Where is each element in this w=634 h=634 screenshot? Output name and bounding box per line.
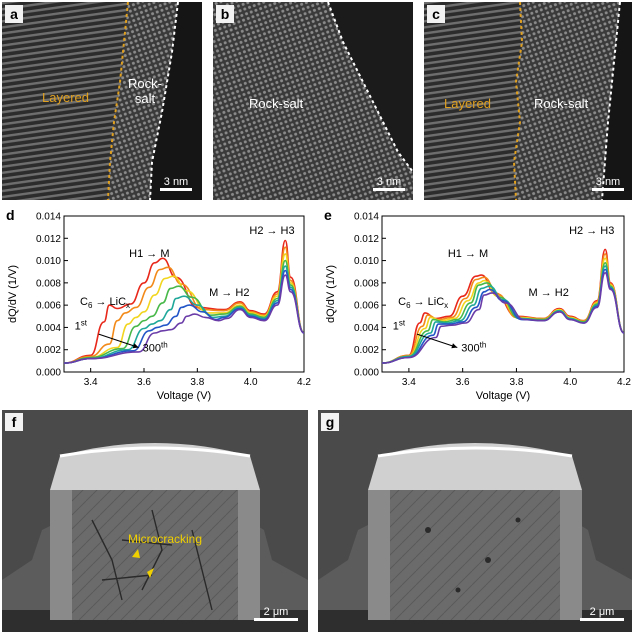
scale-bar: 2 μm [254,606,298,621]
x-tick-label: 3.6 [137,377,151,388]
annotation-m-h2: M → H2 [529,287,569,299]
series-line-1 [63,246,305,364]
rocksalt-boundary [149,2,179,200]
y-tick-label: 0.000 [354,368,379,379]
series-line-2 [63,253,305,364]
region-label-rocksalt: Rock-salt [534,96,589,111]
x-tick-label: 3.4 [402,377,416,388]
y-tick-label: 0.004 [36,323,61,334]
annotation-c6-licx: C6 → LiCx [398,296,448,310]
scale-bar: 3 nm [160,176,192,191]
y-tick-label: 0.010 [354,256,379,267]
annotation-c6-licx: C6 → LiCx [80,296,130,310]
scale-bar: 3 nm [373,176,405,191]
series-line-3 [381,261,625,364]
y-tick-label: 0.012 [354,234,379,245]
x-tick-label: 3.8 [190,377,204,388]
y-tick-label: 0.008 [36,278,61,289]
annotation-last-cycle: 300th [143,340,168,354]
y-axis-label: dQ/dV (1/V) [325,265,337,323]
panel-label-b: b [216,5,234,23]
y-tick-label: 0.014 [354,212,379,223]
annotation-first-cycle: 1st [75,319,88,333]
panel-label-e: e [324,207,332,223]
scale-bar: 3 nm [592,176,624,191]
scale-bar: 2 μm [580,606,624,621]
region-label-layered: Layered [444,96,491,111]
annotation-h1-m: H1 → M [448,248,488,260]
series-group [381,248,625,364]
microcracking-label: Microcracking [128,532,203,546]
series-line-6 [381,271,625,364]
x-tick-label: 4.2 [617,377,631,388]
y-tick-label: 0.000 [36,368,61,379]
annotation-first-cycle: 1st [393,319,406,333]
y-tick-label: 0.002 [354,345,379,356]
region-label-rocksalt: Rock-salt [249,96,304,111]
plot-frame [381,215,625,373]
dqdv-chart-e: e 0.000 0.002 0.004 0.006 0.008 0.010 0.012 0.01… [324,207,631,402]
panel-label-c: c [427,5,445,23]
cycle-arrow-head [451,343,458,349]
series-group [63,239,305,364]
cycle-arrow-head [132,343,139,349]
panel-label-g: g [321,413,339,431]
y-tick-label: 0.006 [354,301,379,312]
region-label-layered: Layered [42,90,89,105]
series-line-4 [381,265,625,364]
x-tick-label: 3.8 [509,377,523,388]
x-axis-label: Voltage (V) [157,390,211,402]
annotation-h1-m: H1 → M [129,248,169,260]
annotation-h2-h3: H2 → H3 [569,225,614,237]
panel-label-f: f [5,413,23,431]
y-tick-label: 0.012 [36,234,61,245]
series-line-6 [63,274,305,364]
series-line-5 [63,269,305,364]
annotation-h2-h3: H2 → H3 [249,225,294,237]
x-tick-label: 3.4 [84,377,98,388]
tem-image-b: b Rock-salt 3 nm [213,2,413,200]
series-line-3 [63,259,305,364]
sem-image-f: f Microcracking 2 μm [2,410,308,632]
x-tick-label: 4.0 [244,377,258,388]
sem-image-g: g 2 μm [318,410,632,632]
x-tick-label: 4.0 [563,377,577,388]
plot-frame [63,215,305,373]
rocksalt-boundary [327,2,413,173]
cycle-arrow [98,333,139,348]
tem-image-c: c Layered Rock-salt 3 nm [424,2,632,200]
x-tick-label: 3.6 [456,377,470,388]
x-tick-label: 4.2 [297,377,311,388]
rocksalt-boundary [601,2,621,200]
y-axis-label: dQ/dV (1/V) [7,265,19,323]
series-line-5 [381,268,625,364]
series-line-4 [63,265,305,364]
annotation-last-cycle: 300th [461,340,486,354]
dqdv-chart-d: d 0.000 0.002 0.004 0.006 0.008 0.010 0.012 0.01… [6,207,311,402]
y-tick-label: 0.004 [354,323,379,334]
region-label-rocksalt: Rock- salt [128,76,162,106]
annotation-m-h2: M → H2 [209,287,249,299]
x-axis-label: Voltage (V) [476,390,530,402]
y-tick-label: 0.008 [354,278,379,289]
y-tick-label: 0.014 [36,212,61,223]
y-tick-label: 0.010 [36,256,61,267]
tem-image-a: a Layered Rock- salt 3 nm [2,2,202,200]
panel-label-d: d [6,207,15,223]
y-tick-label: 0.006 [36,301,61,312]
cycle-arrow [416,333,458,348]
y-tick-label: 0.002 [36,345,61,356]
panel-label-a: a [5,5,23,23]
